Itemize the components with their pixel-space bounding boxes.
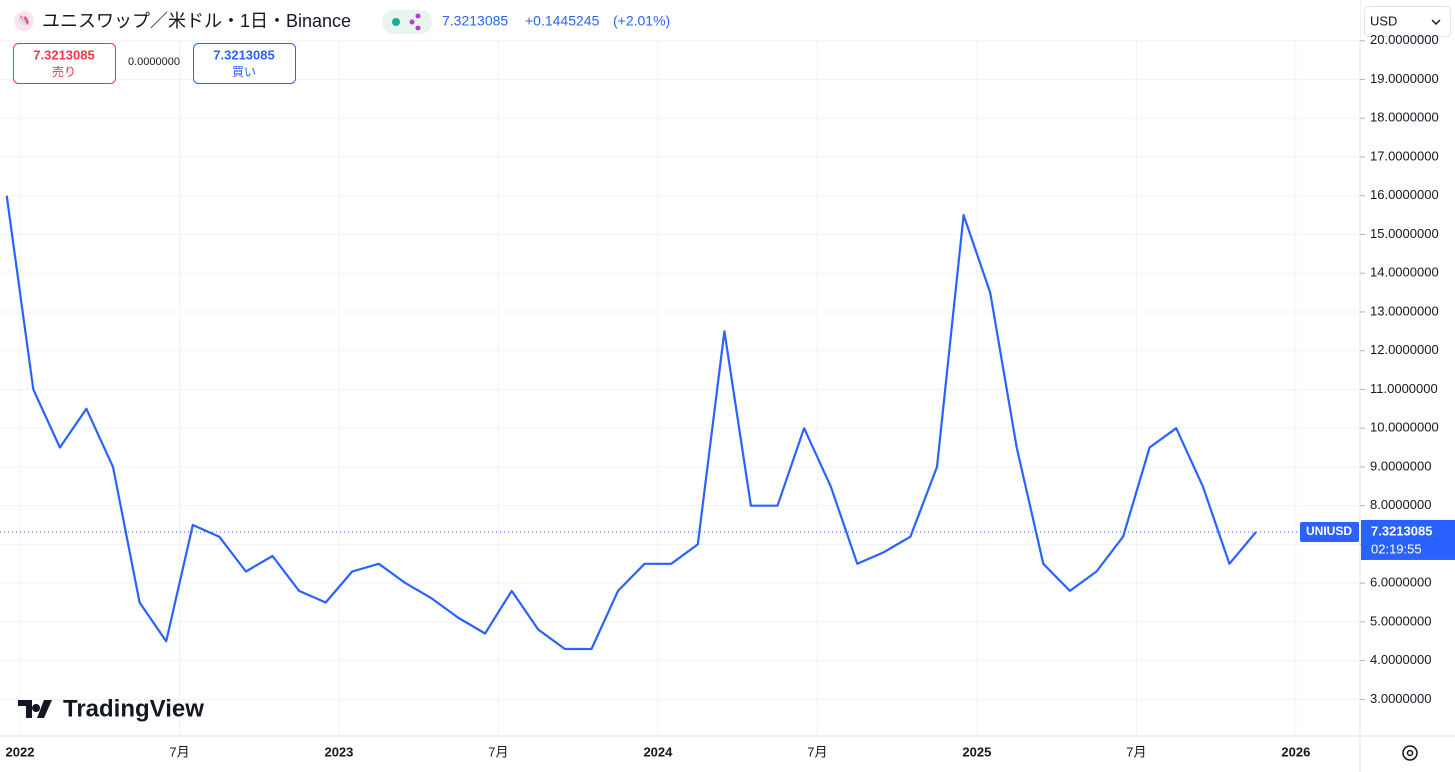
y-tick-label: 13.0000000 bbox=[1370, 303, 1439, 318]
symbol-tag: UNIUSD bbox=[1306, 524, 1352, 538]
price-change-pct: (+2.01%) bbox=[613, 13, 670, 29]
y-tick-label: 3.0000000 bbox=[1370, 691, 1431, 706]
settings-icon-center bbox=[1406, 749, 1414, 757]
y-tick-label: 4.0000000 bbox=[1370, 652, 1431, 667]
header-bg bbox=[0, 0, 1360, 40]
y-tick-label: 18.0000000 bbox=[1370, 110, 1439, 125]
buy-price: 7.3213085 bbox=[213, 47, 274, 62]
spread: 0.0000000 bbox=[128, 56, 180, 68]
share-icon bbox=[409, 19, 415, 25]
x-tick-label: 7月 bbox=[488, 744, 508, 759]
y-tick-label: 12.0000000 bbox=[1370, 342, 1439, 357]
y-tick-label: 14.0000000 bbox=[1370, 265, 1439, 280]
y-tick-label: 9.0000000 bbox=[1370, 458, 1431, 473]
price-tag: 7.3213085 bbox=[1371, 523, 1432, 538]
coin-glyph: 🦄 bbox=[18, 14, 30, 27]
status-pill[interactable] bbox=[382, 10, 432, 34]
y-tick-label: 11.0000000 bbox=[1370, 381, 1438, 396]
dropdown-caret bbox=[1431, 19, 1441, 26]
x-tick-label: 7月 bbox=[1126, 744, 1146, 759]
buy-button[interactable] bbox=[193, 43, 296, 84]
sell-button[interactable] bbox=[13, 43, 116, 84]
y-tick-label: 16.0000000 bbox=[1370, 187, 1439, 202]
share-icon bbox=[415, 25, 421, 31]
symbol-title: ユニスワップ／米ドル・1日・Binance bbox=[42, 11, 351, 31]
y-tick-label: 5.0000000 bbox=[1370, 613, 1431, 628]
currency-label: USD bbox=[1370, 13, 1397, 28]
coin-icon bbox=[14, 11, 34, 31]
share-icon bbox=[415, 13, 421, 19]
y-tick-label: 19.0000000 bbox=[1370, 71, 1439, 86]
countdown: 02:19:55 bbox=[1371, 541, 1422, 556]
sell-label: 売り bbox=[52, 64, 76, 79]
buy-label: 買い bbox=[232, 65, 256, 79]
price-tag-bg bbox=[1361, 519, 1455, 560]
settings-icon[interactable] bbox=[1402, 745, 1418, 761]
x-tick-label: 2025 bbox=[962, 744, 991, 759]
price-line bbox=[5, 195, 1257, 651]
x-tick-label: 7月 bbox=[169, 744, 189, 759]
price-change: +0.1445245 bbox=[525, 13, 600, 29]
sell-price: 7.3213085 bbox=[33, 47, 94, 62]
y-tick-label: 8.0000000 bbox=[1370, 497, 1431, 512]
market-open-dot bbox=[392, 18, 400, 26]
x-tick-label: 2024 bbox=[643, 744, 673, 759]
y-tick-label: 20.0000000 bbox=[1370, 32, 1439, 47]
symbol-tag-bg bbox=[1300, 521, 1359, 542]
currency-select[interactable] bbox=[1364, 6, 1451, 37]
x-tick-label: 2026 bbox=[1281, 744, 1310, 759]
y-tick-label: 15.0000000 bbox=[1370, 226, 1439, 241]
x-tick-label: 7月 bbox=[807, 744, 827, 759]
logo-text: TradingView bbox=[63, 695, 204, 722]
y-tick-label: 17.0000000 bbox=[1370, 148, 1439, 163]
y-tick-label: 6.0000000 bbox=[1370, 575, 1431, 590]
x-tick-label: 2022 bbox=[6, 744, 35, 759]
last-price: 7.3213085 bbox=[442, 13, 508, 29]
y-tick-label: 10.0000000 bbox=[1370, 420, 1439, 435]
x-tick-label: 2023 bbox=[324, 744, 353, 759]
logo-mark bbox=[18, 700, 52, 718]
